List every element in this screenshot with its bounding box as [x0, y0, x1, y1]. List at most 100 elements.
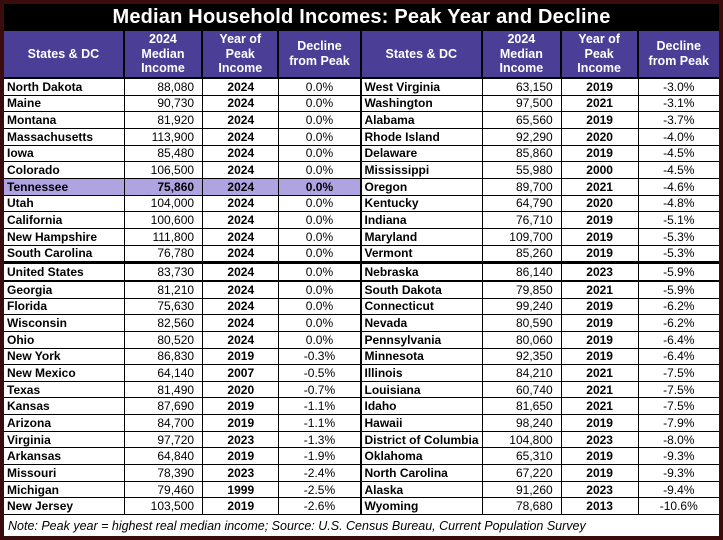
- tables-container: States & DC 2024 Median Income Year of P…: [4, 31, 719, 516]
- cell-state: Massachusetts: [4, 128, 125, 145]
- cell-year: 2024: [203, 79, 280, 95]
- cell-decline: -4.6%: [663, 179, 695, 194]
- cell-state: New York: [4, 348, 125, 365]
- cell-income: 98,240: [483, 415, 562, 431]
- cell-income: 75,630: [125, 298, 204, 315]
- table-row: Missouri 78,390 2023 -2.4%: [4, 465, 360, 482]
- cell-state: United States: [4, 264, 125, 280]
- cell-income: 97,500: [483, 95, 562, 112]
- cell-year: 2019: [203, 415, 280, 431]
- cell-state: Kentucky: [362, 195, 484, 212]
- cell-income: 91,260: [483, 481, 562, 498]
- cell-income: 81,490: [125, 381, 204, 398]
- cell-decline: 0.0%: [305, 246, 334, 261]
- cell-state: Colorado: [4, 162, 125, 178]
- cell-state: New Mexico: [4, 365, 125, 381]
- cell-year: 2020: [562, 128, 639, 145]
- cell-income: 65,560: [483, 112, 562, 128]
- cell-income: 55,980: [483, 162, 562, 178]
- cell-year: 2019: [562, 315, 639, 331]
- cell-year: 2024: [203, 281, 280, 298]
- table-row: United States 83,730 2024 0.0%: [4, 262, 360, 282]
- cell-income: 86,140: [483, 264, 562, 280]
- cell-decline: -10.6%: [659, 499, 698, 514]
- cell-state: South Dakota: [362, 281, 484, 298]
- cell-year: 2019: [562, 348, 639, 365]
- cell-state: Minnesota: [362, 348, 484, 365]
- cell-state: Pennsylvania: [362, 331, 484, 348]
- table-row: Delaware 85,860 2019 -4.5%: [361, 145, 719, 163]
- cell-state: Arizona: [4, 415, 125, 431]
- cell-income: 75,860: [125, 178, 204, 195]
- cell-income: 80,520: [125, 331, 204, 348]
- cell-decline: -4.0%: [663, 129, 695, 144]
- cell-decline: -7.5%: [663, 382, 695, 397]
- cell-year: 2019: [562, 448, 639, 465]
- cell-income: 84,700: [125, 415, 204, 431]
- cell-decline: -2.6%: [303, 499, 336, 514]
- table-row: Oklahoma 65,310 2019 -9.3%: [361, 448, 719, 466]
- cell-year: 2019: [203, 348, 280, 365]
- table-row: Massachusetts 113,900 2024 0.0%: [4, 128, 360, 146]
- cell-decline: -5.1%: [663, 213, 695, 228]
- cell-income: 81,650: [483, 398, 562, 415]
- left-header-row: States & DC 2024 Median Income Year of P…: [4, 31, 360, 79]
- cell-decline: -5.3%: [663, 229, 695, 244]
- cell-state: Indiana: [362, 212, 484, 228]
- table-row: New Mexico 64,140 2007 -0.5%: [4, 365, 360, 382]
- cell-year: 2019: [562, 465, 639, 481]
- cell-income: 104,800: [483, 431, 562, 448]
- cell-decline: -0.3%: [303, 349, 336, 364]
- cell-year: 2024: [203, 112, 280, 128]
- cell-income: 60,740: [483, 381, 562, 398]
- cell-state: Washington: [362, 95, 484, 112]
- left-table: States & DC 2024 Median Income Year of P…: [4, 31, 362, 516]
- cell-income: 90,730: [125, 95, 204, 112]
- cell-state: South Carolina: [4, 245, 125, 262]
- cell-state: Montana: [4, 112, 125, 128]
- cell-year: 2024: [203, 315, 280, 331]
- table-row: Texas 81,490 2020 -0.7%: [4, 381, 360, 399]
- cell-year: 2019: [562, 79, 639, 95]
- cell-state: Georgia: [4, 281, 125, 298]
- page-title: Median Household Incomes: Peak Year and …: [4, 4, 719, 31]
- table-row: New York 86,830 2019 -0.3%: [4, 348, 360, 366]
- cell-decline: -1.9%: [303, 449, 336, 464]
- cell-year: 2024: [203, 195, 280, 212]
- cell-state: Mississippi: [362, 162, 484, 178]
- table-row: Iowa 85,480 2024 0.0%: [4, 145, 360, 163]
- cell-decline: -5.9%: [663, 265, 695, 280]
- cell-state: District of Columbia: [362, 431, 484, 448]
- table-row: Kansas 87,690 2019 -1.1%: [4, 398, 360, 416]
- cell-income: 78,390: [125, 465, 204, 481]
- cell-decline: 0.0%: [305, 146, 334, 161]
- cell-year: 2024: [203, 245, 280, 262]
- cell-year: 2000: [562, 162, 639, 178]
- table-row: Wyoming 78,680 2013 -10.6%: [361, 498, 719, 516]
- cell-year: 2019: [203, 448, 280, 465]
- column-header-decline: Decline from Peak: [289, 39, 350, 68]
- table-row: Nevada 80,590 2019 -6.2%: [361, 315, 719, 332]
- table-row: Illinois 84,210 2021 -7.5%: [361, 365, 719, 382]
- table-row: Tennessee 75,860 2024 0.0%: [4, 178, 360, 196]
- cell-state: Wyoming: [362, 498, 484, 515]
- cell-year: 2019: [562, 228, 639, 245]
- cell-income: 99,240: [483, 298, 562, 315]
- column-header-income: 2024 Median Income: [125, 31, 204, 77]
- right-table: States & DC 2024 Median Income Year of P…: [361, 31, 719, 516]
- cell-decline: -0.7%: [303, 382, 336, 397]
- cell-state: New Jersey: [4, 498, 125, 515]
- cell-decline: 0.0%: [305, 213, 334, 228]
- cell-year: 2024: [203, 331, 280, 348]
- cell-state: Alabama: [362, 112, 484, 128]
- table-row: Connecticut 99,240 2019 -6.2%: [361, 298, 719, 316]
- table-row: Montana 81,920 2024 0.0%: [4, 112, 360, 129]
- cell-state: Maryland: [362, 228, 484, 245]
- cell-income: 88,080: [125, 79, 204, 95]
- cell-decline: -5.9%: [663, 282, 695, 297]
- cell-income: 79,850: [483, 281, 562, 298]
- cell-income: 86,830: [125, 348, 204, 365]
- cell-state: Nevada: [362, 315, 484, 331]
- table-row: California 100,600 2024 0.0%: [4, 212, 360, 229]
- cell-income: 83,730: [125, 264, 204, 280]
